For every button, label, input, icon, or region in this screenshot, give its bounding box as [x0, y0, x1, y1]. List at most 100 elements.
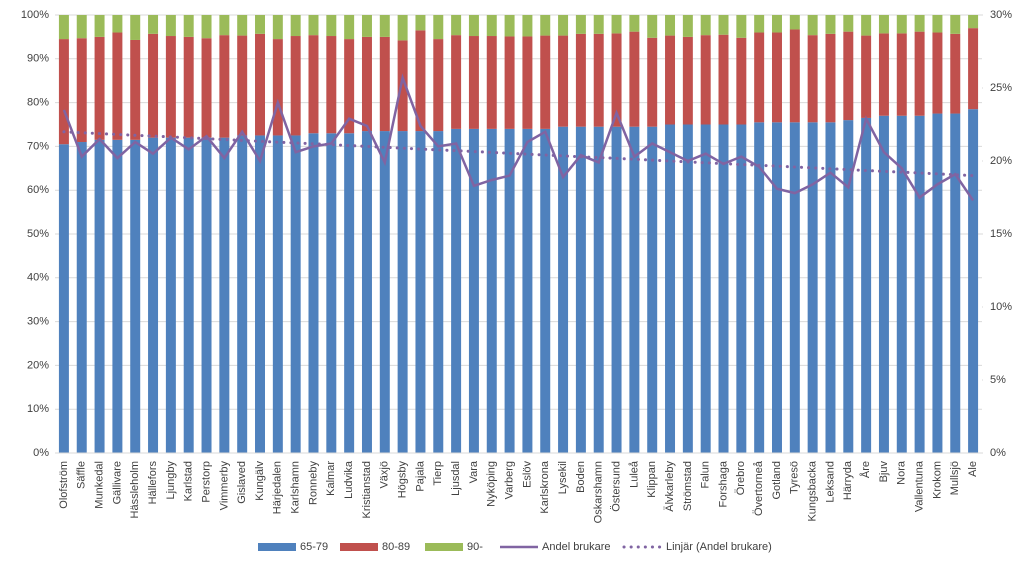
bar-segment — [290, 135, 301, 453]
bar-segment — [861, 117, 872, 454]
y2-tick-label: 20% — [990, 155, 1012, 167]
bar-segment — [647, 15, 658, 38]
y2-tick-label: 25% — [990, 82, 1012, 94]
bar-segment — [183, 15, 194, 37]
bar-segment — [736, 37, 747, 125]
legend-label: Andel brukare — [542, 541, 611, 553]
x-tick-label: Karlskrona — [539, 460, 551, 513]
x-tick-label: Eslöv — [521, 461, 533, 488]
bar-segment — [789, 122, 800, 453]
bar-segment — [255, 15, 266, 34]
bar-segment — [451, 128, 462, 453]
bar-segment — [344, 39, 355, 134]
y-tick-label: 60% — [27, 184, 49, 196]
x-tick-label: Varberg — [503, 461, 515, 499]
bar-segment — [219, 35, 230, 138]
x-tick-label: Vara — [468, 460, 480, 483]
bar-segment — [665, 35, 676, 125]
bar-segment — [843, 31, 854, 121]
bar-segment — [736, 124, 747, 453]
bar-segment — [540, 128, 551, 453]
x-tick-label: Vimmerby — [218, 461, 230, 511]
bar-segment — [968, 15, 979, 29]
bar-segment — [682, 124, 693, 453]
x-tick-label: Gotland — [771, 461, 783, 500]
y2-tick-label: 10% — [990, 301, 1012, 313]
bar-segment — [112, 139, 123, 453]
bar-segment — [843, 120, 854, 454]
bar-segment — [825, 122, 836, 453]
x-tick-label: Leksand — [824, 461, 836, 503]
bar-segment — [379, 36, 390, 132]
x-tick-label: Nyköping — [486, 461, 498, 507]
bar-segment — [540, 35, 551, 129]
x-tick-label: Forshaga — [717, 460, 729, 507]
bar-segment — [433, 39, 444, 132]
bar-segment — [807, 122, 818, 453]
x-tick-label: Tierp — [432, 461, 444, 486]
x-tick-label: Krokom — [931, 461, 943, 499]
x-tick-label: Kungsbacka — [807, 460, 819, 521]
x-tick-label: Säffle — [76, 461, 88, 489]
bar-segment — [575, 126, 586, 453]
bar-segment — [914, 115, 925, 454]
bar-segment — [379, 15, 390, 37]
x-tick-label: Hällefors — [147, 461, 159, 505]
bar-segment — [593, 15, 604, 34]
bar-segment — [914, 15, 925, 32]
bar-segment — [682, 36, 693, 125]
x-tick-label: Växjö — [379, 461, 391, 489]
bar-segment — [201, 38, 212, 138]
bar-segment — [754, 122, 765, 453]
legend-label: Linjär (Andel brukare) — [666, 541, 772, 553]
bar-segment — [272, 135, 283, 453]
bar-segment — [76, 142, 87, 453]
bar-segment — [94, 15, 105, 37]
bar-segment — [629, 15, 640, 32]
bar-segment — [308, 35, 319, 134]
bar-segment — [878, 115, 889, 454]
bar-segment — [843, 15, 854, 32]
x-tick-label: Östersund — [610, 461, 622, 512]
bar-segment — [825, 33, 836, 123]
x-tick-label: Pajala — [414, 460, 426, 491]
bar-segment — [237, 35, 248, 136]
bar-segment — [950, 15, 961, 34]
bar-segment — [130, 139, 141, 453]
bar-segment — [183, 137, 194, 453]
x-tick-label: Kalmar — [325, 461, 337, 496]
bar-segment — [76, 15, 87, 39]
x-tick-label: Kungälv — [254, 461, 266, 501]
bar-segment — [237, 135, 248, 453]
bar-segment — [290, 36, 301, 136]
bar-segment — [647, 126, 658, 453]
bar-segment — [968, 28, 979, 110]
x-tick-label: Övertorneå — [753, 460, 765, 516]
bar-segment — [522, 15, 533, 37]
x-tick-label: Tyresö — [789, 461, 801, 494]
bar-segment — [344, 133, 355, 453]
bar-segment — [878, 15, 889, 34]
bar-segment — [165, 137, 176, 453]
bar-segment — [932, 15, 943, 33]
bar-segment — [718, 34, 729, 125]
y-tick-label: 30% — [27, 316, 49, 328]
bar-segment — [522, 36, 533, 129]
bar-segment — [130, 15, 141, 40]
bar-segment — [94, 139, 105, 453]
bar-segment — [58, 15, 69, 40]
bar-segment — [558, 15, 569, 36]
bar-segment — [165, 36, 176, 138]
bar-segment — [183, 36, 194, 138]
bar-segment — [58, 39, 69, 145]
x-tick-label: Ljungby — [165, 461, 177, 500]
x-tick-label: Härjedalen — [272, 461, 284, 514]
bar-segment — [629, 126, 640, 453]
x-tick-label: Munkedal — [93, 461, 105, 509]
bar-segment — [807, 35, 818, 123]
x-tick-label: Mullsjö — [949, 461, 961, 495]
legend-label: 65-79 — [300, 541, 328, 553]
y-tick-label: 0% — [33, 447, 49, 459]
bar-segment — [326, 36, 337, 134]
bar-segment — [932, 113, 943, 454]
